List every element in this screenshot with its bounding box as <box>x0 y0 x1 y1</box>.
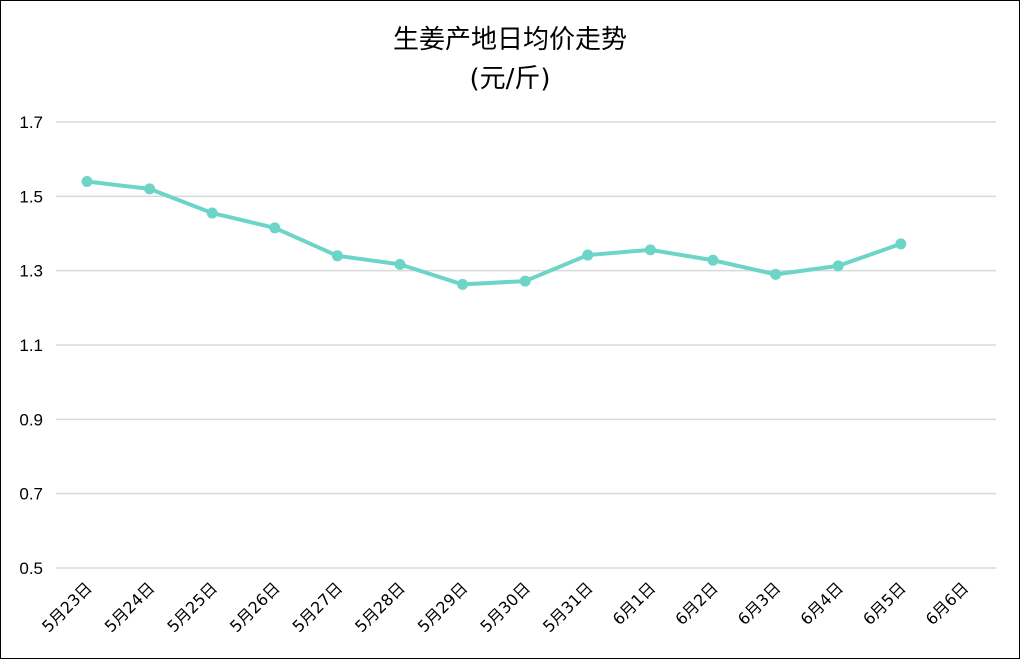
x-axis-ticks: 5月23日 5月24日 5月25日 5月26日 5月27日 5月28日 5月29日 5月30日… <box>38 578 972 636</box>
y-tick-label: 1.3 <box>19 262 43 281</box>
x-tick-label: 5月28日 <box>351 578 409 636</box>
data-point <box>644 244 656 256</box>
x-tick-label: 6月4日 <box>797 578 847 628</box>
x-tick-label: 5月29日 <box>414 578 472 636</box>
x-tick-label: 6月2日 <box>671 578 721 628</box>
data-point <box>770 268 782 280</box>
series-layer <box>81 175 907 290</box>
x-tick-label: 5月27日 <box>289 578 347 636</box>
data-point <box>832 260 844 272</box>
data-point <box>457 278 469 290</box>
x-tick-label: 5月31日 <box>539 578 597 636</box>
data-point <box>519 275 531 287</box>
y-tick-label: 1.5 <box>19 187 43 206</box>
x-tick-label: 5月23日 <box>38 578 96 636</box>
data-point <box>394 258 406 270</box>
data-point <box>269 222 281 234</box>
data-point <box>707 254 719 266</box>
data-point <box>331 250 343 262</box>
x-tick-label: 6月3日 <box>734 578 784 628</box>
x-tick-label: 5月24日 <box>101 578 159 636</box>
data-point <box>144 183 156 195</box>
data-point <box>206 207 218 219</box>
data-point <box>81 175 93 187</box>
y-tick-label: 1.1 <box>19 336 43 355</box>
x-tick-label: 5月25日 <box>163 578 221 636</box>
gridlines <box>56 121 996 569</box>
y-tick-label: 1.7 <box>19 113 43 132</box>
data-point <box>895 238 907 250</box>
y-tick-label: 0.7 <box>19 485 43 504</box>
chart-subtitle: (元/斤) <box>469 64 550 94</box>
chart-title: 生姜产地日均价走势 <box>393 25 627 55</box>
x-tick-label: 6月1日 <box>609 578 659 628</box>
y-axis-ticks: 0.5 0.7 0.9 1.1 1.3 1.5 1.7 <box>19 113 43 578</box>
y-tick-label: 0.9 <box>19 410 43 429</box>
data-point <box>582 249 594 261</box>
y-tick-label: 0.5 <box>19 559 43 578</box>
x-tick-label: 5月30日 <box>476 578 534 636</box>
x-tick-label: 5月26日 <box>226 578 284 636</box>
series-line <box>85 179 903 287</box>
x-tick-label: 6月6日 <box>922 578 972 628</box>
x-tick-label: 6月5日 <box>859 578 909 628</box>
